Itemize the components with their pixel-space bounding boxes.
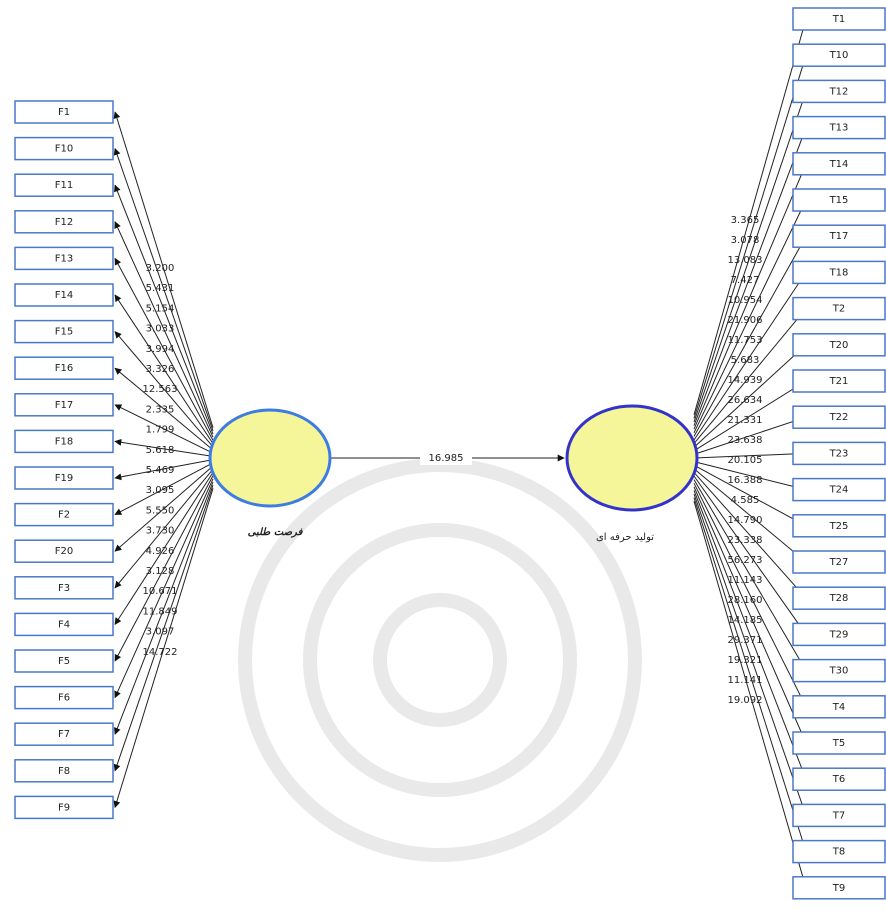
loading-value: 19.092 — [728, 695, 763, 706]
indicator-label: T6 — [832, 774, 845, 785]
loading-value: 10.671 — [143, 586, 178, 597]
indicator-label: T30 — [829, 666, 849, 677]
indicator-label: F14 — [55, 290, 73, 301]
loading-value: 3.095 — [146, 485, 175, 496]
loading-value: 14.722 — [143, 647, 178, 658]
indicator-label: F20 — [55, 546, 73, 557]
right-construct-label: تولید حرفه ای — [596, 532, 654, 543]
indicator-label: F2 — [58, 510, 70, 521]
loading-value: 3.365 — [731, 215, 760, 226]
indicator-label: T1 — [832, 14, 845, 25]
diagram: 16.985 فرصت طلبی تولید حرفه ای F1 3.200 F1… — [0, 0, 886, 913]
loading-value: 29.371 — [728, 635, 763, 646]
loading-value: 7.427 — [731, 275, 760, 286]
indicator-label: T8 — [832, 847, 845, 858]
loading-value: 3.097 — [146, 627, 175, 638]
loading-value: 19.321 — [728, 655, 763, 666]
right-construct — [567, 406, 697, 510]
indicator-label: F18 — [55, 436, 73, 447]
indicator-label: T25 — [829, 521, 849, 532]
indicator-label: F17 — [55, 400, 73, 411]
indicator-label: T27 — [829, 557, 849, 568]
loading-value: 12.563 — [143, 384, 178, 395]
loading-value: 3.128 — [146, 566, 175, 577]
indicator-label: F16 — [55, 363, 73, 374]
loading-value: 3.078 — [731, 235, 760, 246]
indicator-label: T13 — [829, 123, 849, 134]
watermark — [245, 465, 635, 855]
indicator-label: T29 — [829, 629, 849, 640]
loading-value: 11.753 — [728, 335, 763, 346]
loading-value: 23.638 — [728, 435, 763, 446]
indicator-label: F6 — [58, 693, 70, 704]
loading-value: 5.550 — [146, 505, 175, 516]
indicator-label: F1 — [58, 107, 70, 118]
indicator-label: F10 — [55, 144, 73, 155]
loading-value: 10.954 — [728, 295, 763, 306]
left-construct — [210, 410, 330, 506]
loading-value: 28.160 — [728, 595, 763, 606]
path-coefficient: 16.985 — [429, 453, 464, 464]
indicator-label: T15 — [829, 195, 849, 206]
loading-value: 26.634 — [728, 395, 763, 406]
loading-value: 3.994 — [146, 344, 175, 355]
indicator-label: F7 — [58, 729, 70, 740]
loading-value: 2.335 — [146, 404, 175, 415]
indicator-label: T23 — [829, 448, 849, 459]
indicator-label: T12 — [829, 86, 849, 97]
loading-value: 11.141 — [728, 675, 763, 686]
indicator-label: F4 — [58, 619, 70, 630]
loading-value: 5.683 — [731, 355, 760, 366]
indicator-label: T14 — [829, 159, 849, 170]
indicator-label: T28 — [829, 593, 849, 604]
loading-value: 20.105 — [728, 455, 763, 466]
indicator-label: F8 — [58, 766, 70, 777]
loading-value: 21.331 — [728, 415, 763, 426]
indicator-label: F13 — [55, 253, 73, 264]
loading-value: 3.200 — [146, 263, 175, 274]
loading-value: 5.618 — [146, 445, 175, 456]
indicator-label: F11 — [55, 180, 73, 191]
loading-value: 21.906 — [728, 315, 763, 326]
loading-value: 11.143 — [728, 575, 763, 586]
loading-value: 4.926 — [146, 546, 175, 557]
loading-value: 13.083 — [728, 255, 763, 266]
indicator-label: T22 — [829, 412, 849, 423]
loading-value: 5.154 — [146, 303, 175, 314]
loading-value: 16.388 — [728, 475, 763, 486]
loading-value: 5.431 — [146, 283, 175, 294]
indicator-label: T24 — [829, 485, 849, 496]
indicator-label: T9 — [832, 883, 845, 894]
indicator-label: F9 — [58, 802, 70, 813]
indicator-label: T17 — [829, 231, 849, 242]
indicator-label: T21 — [829, 376, 849, 387]
indicator-label: T2 — [832, 304, 845, 315]
loading-value: 56.273 — [728, 555, 763, 566]
indicator-label: T18 — [829, 267, 849, 278]
loading-value: 5.469 — [146, 465, 175, 476]
indicator-label: T7 — [832, 810, 845, 821]
loading-value: 1.799 — [146, 425, 175, 436]
loading-value: 3.326 — [146, 364, 175, 375]
loading-value: 14.939 — [728, 375, 763, 386]
indicator-label: F15 — [55, 327, 73, 338]
loading-value: 3.033 — [146, 324, 175, 335]
loading-value: 23.338 — [728, 535, 763, 546]
indicator-label: T5 — [832, 738, 845, 749]
indicator-label: F19 — [55, 473, 73, 484]
loading-value: 14.790 — [728, 515, 763, 526]
loading-value: 11.849 — [143, 606, 178, 617]
loading-value: 14.185 — [728, 615, 763, 626]
left-construct-label: فرصت طلبی — [248, 527, 304, 538]
loading-value: 4.585 — [731, 495, 760, 506]
indicator-label: T20 — [829, 340, 849, 351]
indicator-label: F3 — [58, 583, 70, 594]
indicator-label: T10 — [829, 50, 849, 61]
indicator-label: F12 — [55, 217, 73, 228]
loading-value: 3.730 — [146, 526, 175, 537]
indicator-label: T4 — [832, 702, 845, 713]
indicator-label: F5 — [58, 656, 70, 667]
